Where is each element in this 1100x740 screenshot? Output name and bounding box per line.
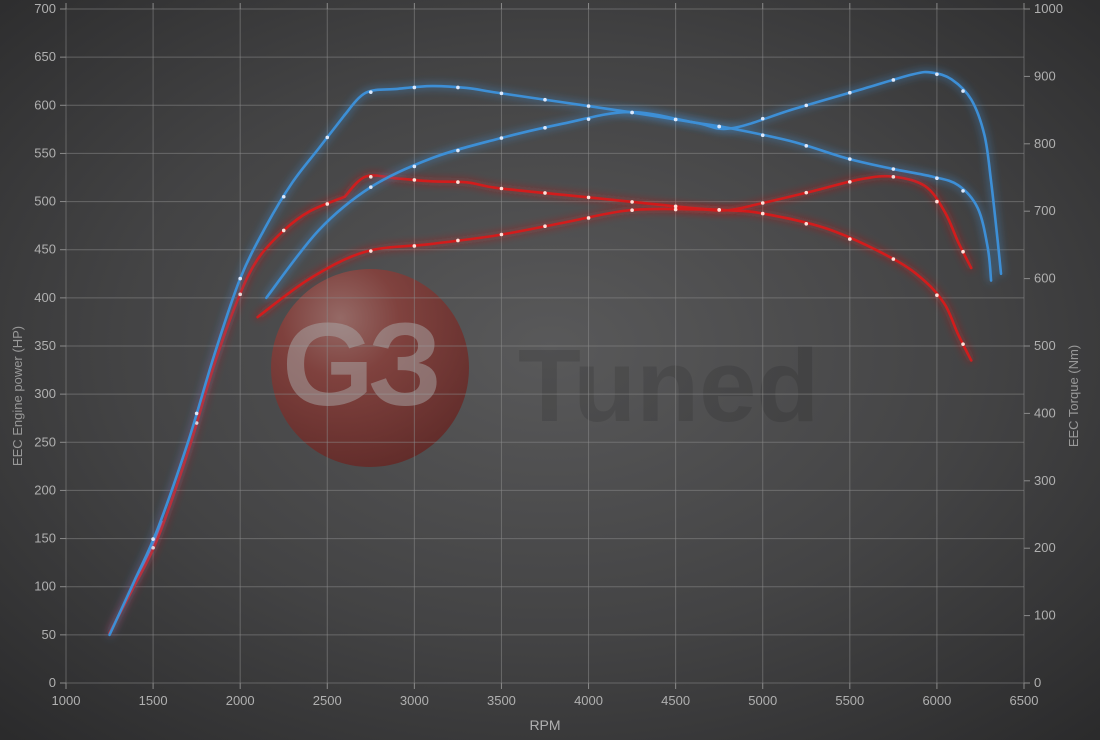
svg-text:200: 200 bbox=[34, 482, 56, 497]
svg-text:500: 500 bbox=[34, 194, 56, 209]
svg-text:200: 200 bbox=[1034, 540, 1056, 555]
svg-text:6500: 6500 bbox=[1010, 693, 1039, 708]
svg-text:700: 700 bbox=[34, 1, 56, 16]
svg-text:3000: 3000 bbox=[400, 693, 429, 708]
svg-text:150: 150 bbox=[34, 531, 56, 546]
svg-text:1000: 1000 bbox=[1034, 1, 1063, 16]
svg-text:0: 0 bbox=[1034, 675, 1041, 690]
svg-text:Tuned: Tuned bbox=[518, 328, 819, 443]
svg-text:Ɛ: Ɛ bbox=[368, 299, 442, 431]
svg-text:5000: 5000 bbox=[748, 693, 777, 708]
svg-text:700: 700 bbox=[1034, 203, 1056, 218]
svg-text:4000: 4000 bbox=[574, 693, 603, 708]
svg-text:900: 900 bbox=[1034, 68, 1056, 83]
svg-text:400: 400 bbox=[34, 290, 56, 305]
svg-text:2000: 2000 bbox=[226, 693, 255, 708]
svg-text:1500: 1500 bbox=[139, 693, 168, 708]
svg-text:4500: 4500 bbox=[661, 693, 690, 708]
svg-text:800: 800 bbox=[1034, 136, 1056, 151]
svg-text:3500: 3500 bbox=[487, 693, 516, 708]
svg-text:50: 50 bbox=[42, 627, 56, 642]
svg-text:400: 400 bbox=[1034, 405, 1056, 420]
svg-text:300: 300 bbox=[1034, 473, 1056, 488]
svg-text:450: 450 bbox=[34, 242, 56, 257]
svg-text:EEC Torque (Nm): EEC Torque (Nm) bbox=[1066, 345, 1081, 447]
svg-text:2500: 2500 bbox=[313, 693, 342, 708]
svg-text:600: 600 bbox=[34, 97, 56, 112]
svg-text:300: 300 bbox=[34, 386, 56, 401]
svg-text:0: 0 bbox=[49, 675, 56, 690]
svg-text:650: 650 bbox=[34, 49, 56, 64]
svg-text:5500: 5500 bbox=[835, 693, 864, 708]
svg-text:1000: 1000 bbox=[52, 693, 81, 708]
svg-text:100: 100 bbox=[1034, 608, 1056, 623]
svg-text:EEC Engine power (HP): EEC Engine power (HP) bbox=[10, 326, 25, 466]
svg-text:350: 350 bbox=[34, 338, 56, 353]
svg-text:250: 250 bbox=[34, 434, 56, 449]
svg-text:500: 500 bbox=[1034, 338, 1056, 353]
svg-text:550: 550 bbox=[34, 145, 56, 160]
svg-text:G: G bbox=[282, 299, 374, 431]
svg-text:6000: 6000 bbox=[922, 693, 951, 708]
svg-text:100: 100 bbox=[34, 579, 56, 594]
svg-text:RPM: RPM bbox=[529, 717, 560, 733]
svg-text:600: 600 bbox=[1034, 271, 1056, 286]
